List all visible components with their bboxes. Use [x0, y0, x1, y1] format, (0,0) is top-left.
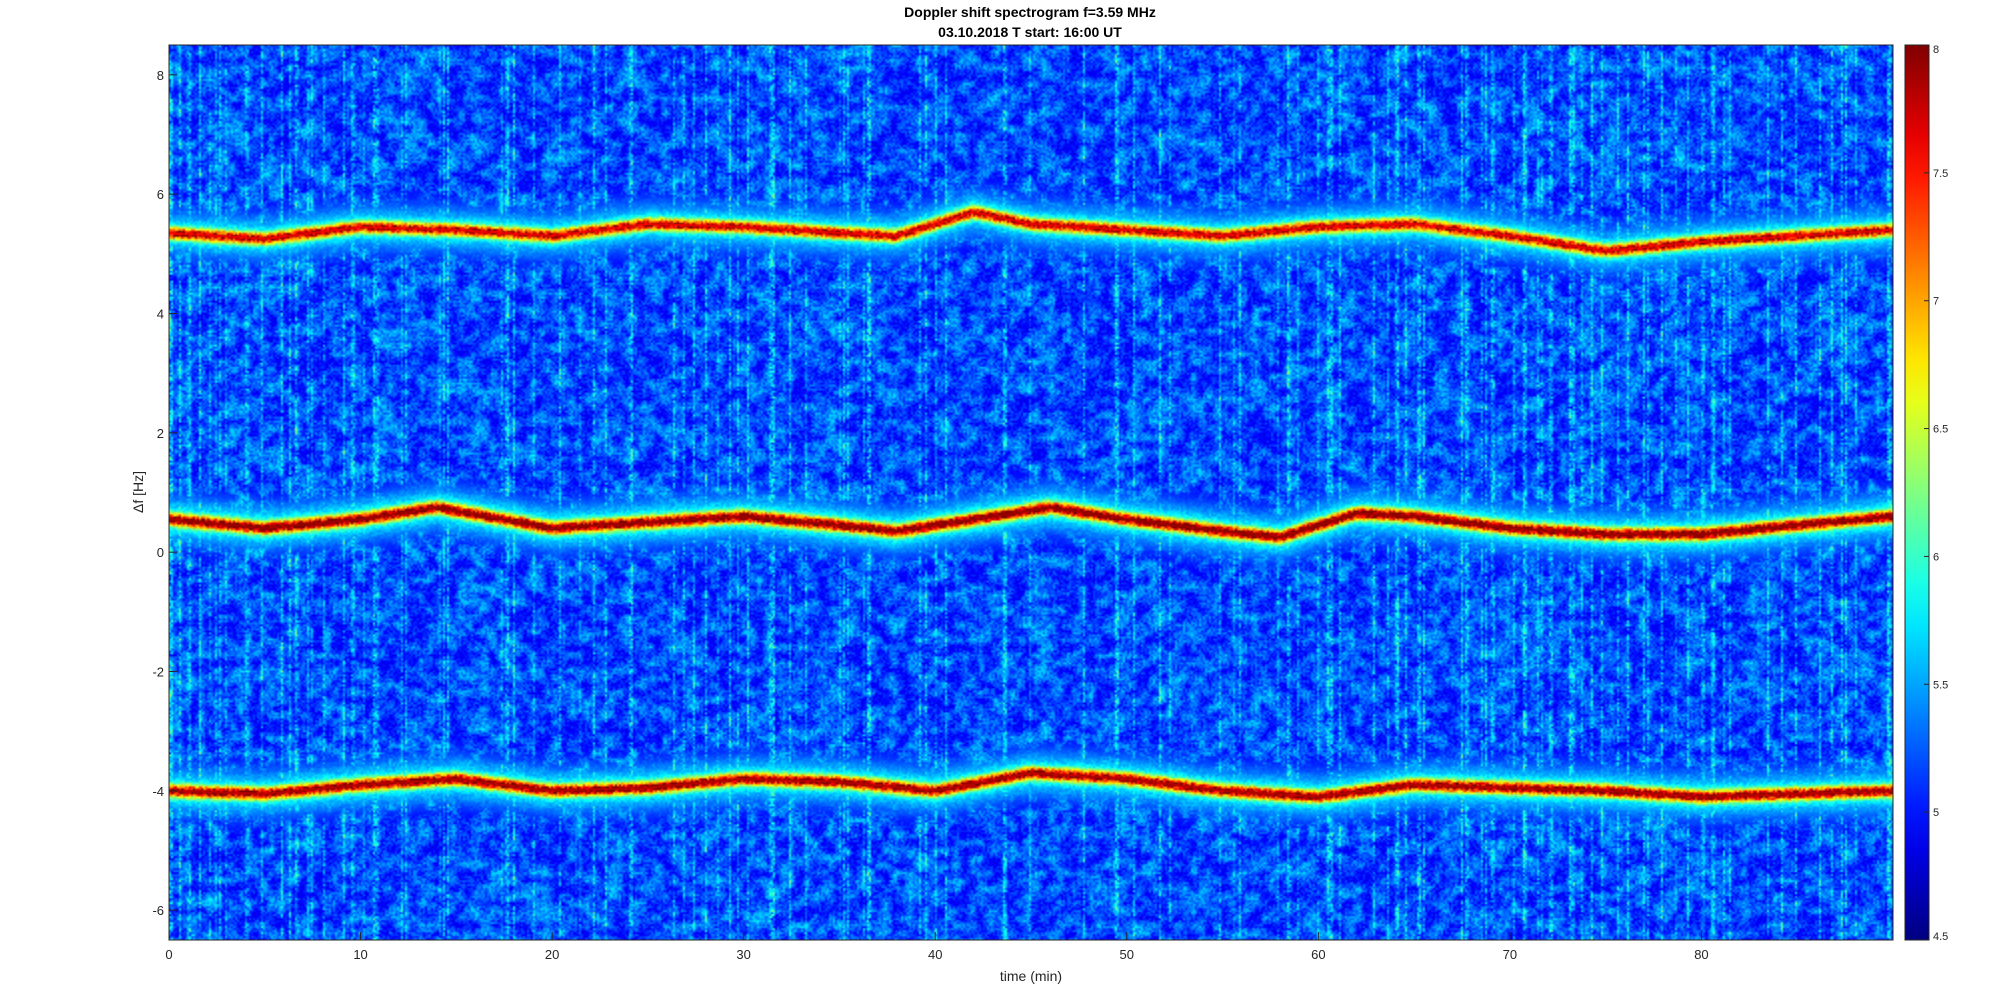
colorbar-tick-label: 6.5 [1933, 424, 1948, 436]
y-tick-label: 2 [157, 426, 164, 441]
spectrogram-heatmap [169, 45, 1893, 940]
colorbar-tick-label: 7.5 [1933, 168, 1948, 180]
x-tick-label: 30 [736, 947, 750, 962]
x-tick-label: 0 [165, 947, 172, 962]
axes-frame [168, 44, 1894, 941]
y-tick-label: -4 [152, 784, 164, 799]
y-tick-label: 4 [157, 307, 164, 322]
chart-subtitle: 03.10.2018 T start: 16:00 UT [938, 24, 1122, 40]
chart-title: Doppler shift spectrogram f=3.59 MHz [904, 4, 1156, 20]
y-tick-label: 8 [157, 68, 164, 83]
colorbar-tick-label: 5 [1933, 807, 1939, 819]
x-tick-label: 10 [353, 947, 367, 962]
series-line-3 [168, 771, 1894, 798]
colorbar-tick-label: 6 [1933, 551, 1939, 563]
colorbar-gradient [1904, 44, 1930, 941]
y-tick-label: -2 [152, 665, 164, 680]
x-tick-label: 80 [1694, 947, 1708, 962]
y-tick-label: -6 [152, 903, 164, 918]
series-line-1 [168, 211, 1894, 252]
series-line-2 [168, 506, 1894, 539]
x-tick-label: 60 [1311, 947, 1325, 962]
y-axis: 8 6 4 2 0 -2 -4 -6 [152, 68, 177, 918]
colorbar-tick-label: 4.5 [1933, 931, 1948, 943]
y-tick-label: 0 [157, 545, 164, 560]
x-tick-label: 20 [545, 947, 559, 962]
plot-area [168, 45, 1894, 940]
colorbar-ticks: 8 7.5 7 6.5 6 5.5 5 4.5 [1924, 44, 1948, 943]
x-axis: 0 10 20 30 40 50 60 70 80 [165, 932, 1709, 962]
y-axis-label: Δf [Hz] [130, 471, 146, 513]
series-layer [168, 211, 1894, 798]
colorbar-tick-label: 5.5 [1933, 679, 1948, 691]
y-tick-label: 6 [157, 187, 164, 202]
x-tick-label: 40 [928, 947, 942, 962]
x-tick-label: 70 [1503, 947, 1517, 962]
colorbar-tick-label: 8 [1933, 44, 1939, 56]
x-tick-label: 50 [1120, 947, 1134, 962]
colorbar-tick-label: 7 [1933, 296, 1939, 308]
x-axis-label: time (min) [1000, 968, 1062, 984]
colorbar: 8 7.5 7 6.5 6 5.5 5 4.5 [1904, 44, 1948, 943]
